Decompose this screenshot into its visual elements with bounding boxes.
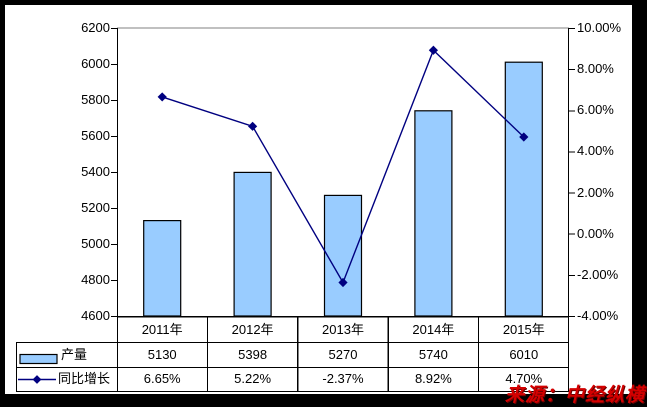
bar[interactable] (504, 61, 543, 317)
bar[interactable] (233, 171, 272, 317)
line-marker[interactable] (248, 121, 258, 131)
source-watermark: 来源：中经纵横 (504, 385, 645, 406)
line-marker[interactable] (428, 45, 438, 55)
line-marker[interactable] (519, 132, 529, 142)
legend-swatch-bar (19, 353, 58, 365)
bar[interactable] (323, 194, 363, 317)
line-marker[interactable] (338, 277, 348, 288)
line-marker[interactable] (157, 92, 167, 102)
bar[interactable] (414, 110, 453, 317)
bar[interactable] (143, 220, 182, 317)
legend-line-marker-icon (32, 375, 42, 384)
